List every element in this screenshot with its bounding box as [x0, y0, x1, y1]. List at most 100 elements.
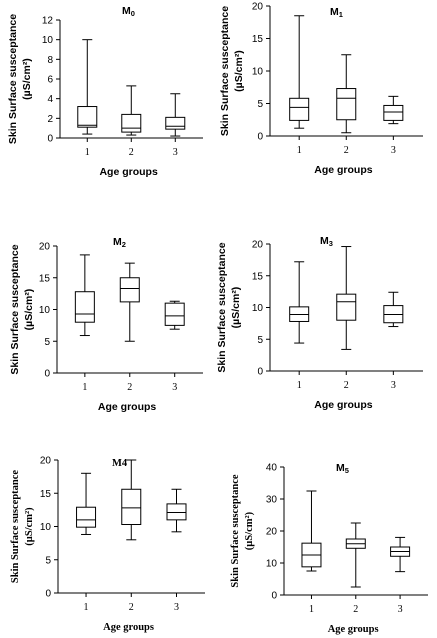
x-tick-label: 2: [353, 604, 358, 615]
chart-title-main: M: [122, 5, 131, 17]
x-axis-label: Age groups: [99, 166, 157, 178]
box-group-3: [166, 488, 187, 533]
x-tick-label: 2: [344, 380, 349, 391]
iqr-box: [121, 488, 142, 526]
x-tick-label: 1: [297, 380, 302, 391]
y-tick-label: 4: [47, 94, 53, 105]
box-group-1: [289, 261, 310, 344]
y-axis-label-line2: (µS/cm²): [230, 287, 242, 329]
box-group-3: [383, 291, 404, 328]
chart-title: M2: [113, 236, 126, 249]
iqr-box: [164, 302, 185, 326]
y-tick-label: 12: [42, 16, 54, 27]
box-group-1: [74, 254, 95, 337]
chart-title: M0: [122, 5, 135, 18]
iqr-box: [74, 291, 95, 323]
iqr-box: [121, 113, 142, 133]
x-tick-label: 1: [85, 147, 90, 158]
chart-panel-5: 0 10 20 30 40 1 2 3 M5 Age groups Skin Surface sus…: [230, 462, 428, 635]
y-tick-label: 6: [47, 75, 53, 86]
box-group-2: [336, 54, 357, 134]
box-group-1: [77, 39, 98, 135]
y-axis-label-line1: Skin Surface susceptance: [10, 470, 21, 584]
chart-title-subscript: 1: [339, 10, 343, 19]
y-tick-label: 15: [252, 34, 264, 45]
iqr-box: [336, 293, 357, 321]
box-group-2: [345, 522, 366, 588]
chart-title: M5: [336, 462, 349, 475]
chart-title-subscript: 5: [345, 466, 349, 475]
chart-title-main: M4: [112, 458, 128, 469]
y-tick-label: 10: [252, 67, 264, 78]
y-tick-label: 30: [266, 495, 278, 506]
iqr-box: [336, 88, 357, 121]
x-tick-label: 3: [173, 147, 178, 158]
x-axis-label: Age groups: [328, 624, 379, 635]
box-group-2: [121, 459, 142, 541]
box-group-3: [164, 300, 185, 330]
y-tick-label: 20: [252, 2, 264, 13]
iqr-box: [119, 277, 140, 303]
y-tick-label: 5: [257, 335, 263, 346]
box-group-2: [119, 262, 140, 342]
chart-panel-4: 0 5 10 15 20 1 2 3 M4 Age groups Skin Surface susc…: [10, 456, 205, 633]
y-tick-label: 20: [266, 527, 278, 538]
y-axis-label-line1: Skin Surface susceptance: [9, 244, 21, 374]
y-tick-label: 0: [44, 369, 50, 380]
iqr-box: [165, 116, 186, 130]
x-tick-label: 1: [82, 382, 87, 393]
x-tick-label: 1: [309, 604, 314, 615]
iqr-box: [289, 97, 310, 121]
chart-title: M3: [320, 235, 333, 248]
y-tick-label: 0: [47, 134, 53, 145]
y-axis-label-line2: (µS/cm²): [233, 50, 245, 92]
y-tick-label: 15: [39, 273, 51, 284]
chart-title-main: M: [330, 6, 339, 18]
y-tick-label: 5: [44, 337, 50, 348]
y-tick-label: 10: [39, 305, 51, 316]
x-tick-label: 2: [129, 602, 134, 613]
chart-title-subscript: 0: [131, 9, 135, 18]
x-tick-label: 3: [391, 145, 396, 156]
y-tick-label: 8: [47, 55, 53, 66]
y-tick-label: 15: [40, 489, 52, 500]
y-tick-label: 10: [252, 303, 264, 314]
y-axis-label-line2: (µS/cm²): [23, 289, 35, 331]
y-axis-label-line2: (µS/cm²): [244, 511, 255, 550]
x-axis-label: Age groups: [314, 164, 372, 176]
x-axis-label: Age groups: [314, 399, 372, 411]
box-group-1: [301, 490, 322, 572]
y-tick-label: 5: [257, 99, 263, 110]
x-tick-label: 1: [84, 602, 89, 613]
y-tick-label: 0: [257, 367, 263, 378]
y-axis-label-line2: (µS/cm²): [24, 507, 35, 546]
chart-title: M1: [330, 6, 343, 19]
x-axis-label: Age groups: [103, 622, 154, 633]
y-tick-label: 20: [39, 242, 51, 253]
box-group-1: [76, 472, 97, 535]
x-tick-label: 3: [391, 380, 396, 391]
y-tick-label: 20: [40, 456, 52, 467]
y-axis-label-line2: (µS/cm²): [21, 58, 33, 100]
x-axis-label: Age groups: [98, 401, 156, 413]
y-tick-label: 10: [40, 522, 52, 533]
y-tick-label: 0: [257, 132, 263, 143]
x-tick-label: 3: [398, 604, 403, 615]
x-tick-label: 2: [344, 145, 349, 156]
y-tick-label: 5: [45, 555, 51, 566]
y-axis-label-line1: Skin Surface susceptance: [216, 242, 228, 372]
x-tick-label: 2: [127, 382, 132, 393]
x-tick-label: 2: [129, 147, 134, 158]
y-axis-label-line1: Skin Surface susceptance: [230, 474, 241, 588]
chart-title-main: M: [113, 236, 122, 248]
box-group-3: [383, 95, 404, 125]
box-group-3: [165, 93, 186, 137]
box-group-2: [121, 85, 142, 136]
iqr-box: [77, 106, 98, 128]
chart-title: M4: [112, 458, 128, 469]
